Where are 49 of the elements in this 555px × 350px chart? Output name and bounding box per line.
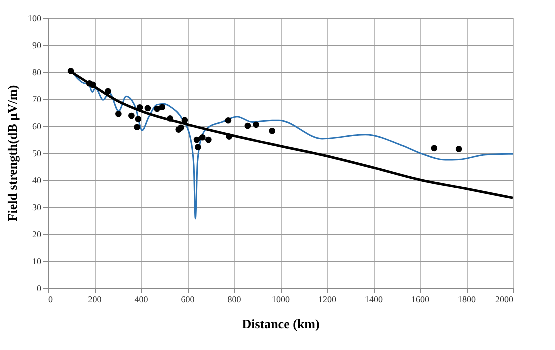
x-tick-label: 1200 [318, 294, 337, 304]
point [134, 124, 140, 131]
y-tick-label: 0 [37, 284, 42, 294]
point [136, 104, 144, 111]
point [167, 116, 174, 122]
y-tick-label: 50 [32, 148, 42, 158]
point [90, 82, 96, 88]
point [159, 104, 166, 111]
y-axis-title: Field strength(dB μV/m) [5, 85, 20, 222]
point [225, 117, 232, 124]
y-tick-label: 30 [32, 202, 42, 212]
x-tick-label: 800 [228, 294, 242, 304]
y-tick-label: 90 [32, 40, 42, 50]
point [253, 122, 260, 128]
point [105, 88, 112, 95]
point [456, 146, 462, 152]
point [68, 68, 74, 74]
x-axis-title: Distance (km) [242, 316, 320, 332]
y-tick-label: 20 [32, 230, 42, 240]
point [194, 136, 200, 144]
y-tick-label: 60 [32, 122, 42, 132]
point [269, 128, 276, 134]
point [154, 106, 160, 112]
x-tick-label: 600 [181, 294, 196, 304]
point [226, 134, 233, 140]
point [244, 122, 252, 130]
y-tick-label: 40 [32, 176, 42, 186]
y-tick-label: 70 [32, 94, 42, 104]
point [144, 105, 152, 112]
point [116, 110, 122, 118]
y-tick-label: 80 [32, 68, 42, 78]
x-tick-label: 1400 [365, 294, 384, 304]
x-tick-label: 1600 [412, 294, 430, 304]
point [431, 145, 438, 152]
point [205, 136, 212, 144]
x-tick-label: 200 [88, 294, 102, 304]
point [195, 144, 202, 150]
y-tick-label: 100 [28, 14, 42, 24]
point [128, 112, 135, 120]
point [178, 124, 184, 132]
point [199, 134, 206, 141]
x-tick-label: 1800 [458, 294, 476, 304]
x-tick-label: 1000 [272, 294, 290, 304]
point [135, 116, 142, 122]
point [182, 117, 188, 124]
y-tick-label: 10 [32, 256, 42, 266]
x-tick-label: 0 [48, 294, 54, 304]
x-tick-label: 400 [134, 294, 149, 304]
x-tick-label: 2000 [496, 294, 514, 304]
